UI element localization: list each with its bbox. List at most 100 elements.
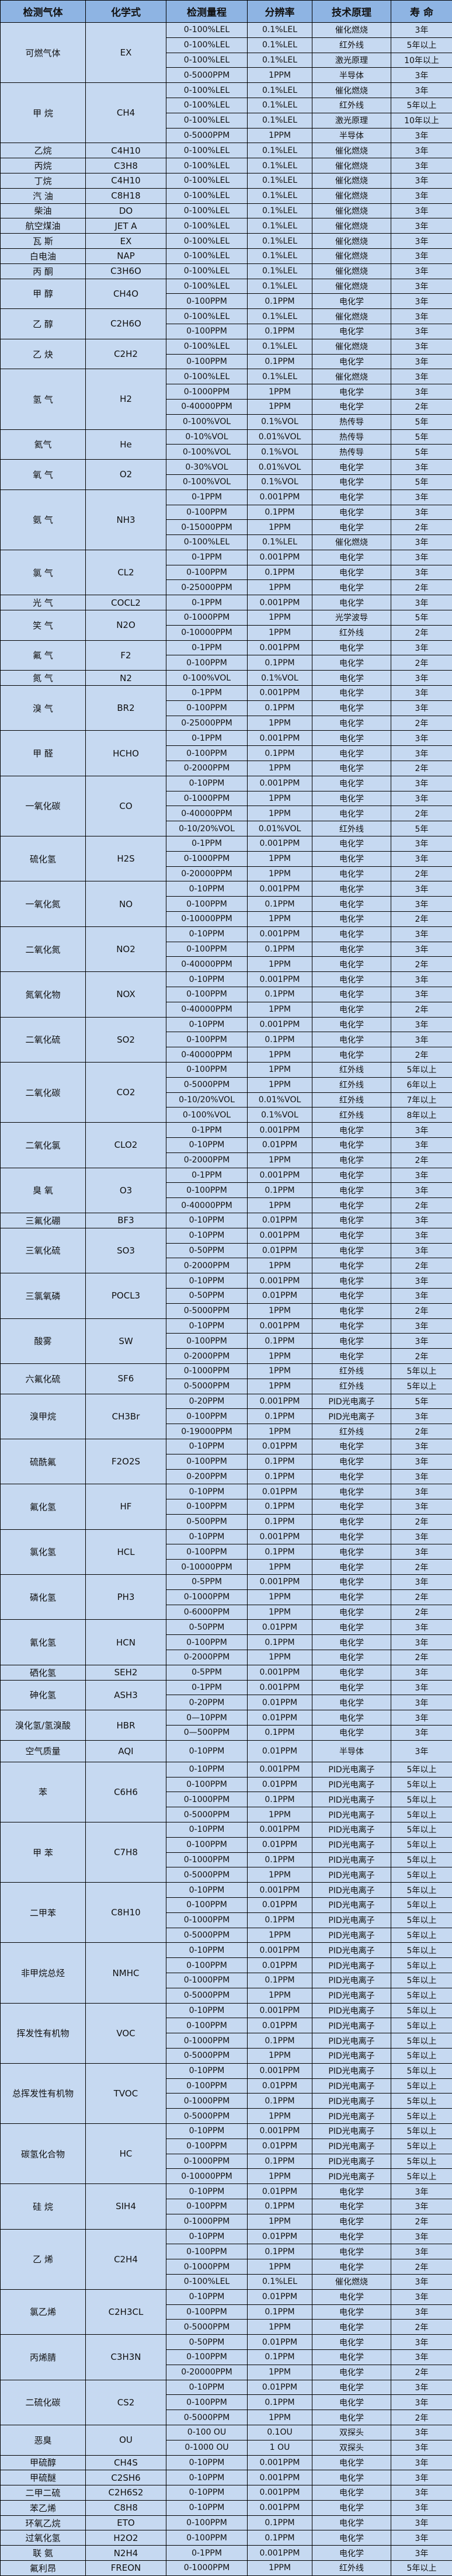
lifespan-cell: 2年 [391,1589,452,1605]
principle-cell: 电化学 [312,640,391,655]
lifespan-cell: 7年以上 [391,1092,452,1108]
formula-cell: F2 [86,640,166,671]
lifespan-cell: 5年以上 [391,2561,452,2576]
lifespan-cell: 3年 [391,68,452,83]
gas-name-cell: 氨 气 [1,489,86,550]
principle-cell: 电化学 [312,1349,391,1364]
resolution-cell: 1PPM [248,912,312,927]
principle-cell: 激光原理 [312,113,391,128]
principle-cell: 电化学 [312,791,391,806]
resolution-cell: 0.1PPM [248,2244,312,2259]
principle-cell: 电化学 [312,776,391,791]
principle-cell: 催化燃烧 [312,83,391,98]
lifespan-cell: 3年 [391,1439,452,1454]
lifespan-cell: 5年以上 [391,1867,452,1883]
lifespan-cell: 3年 [391,2425,452,2440]
formula-cell: C8H8 [86,2500,166,2515]
principle-cell: 电化学 [312,1017,391,1032]
lifespan-cell: 3年 [391,203,452,218]
resolution-cell: 1PPM [248,1198,312,1213]
range-cell: 0-10PPM [166,1762,248,1777]
range-cell: 0-10PPM [166,2380,248,2395]
resolution-cell: 0.1%LEL [248,203,312,218]
range-cell: 0-100PPM [166,700,248,716]
lifespan-cell: 5年以上 [391,1958,452,1973]
principle-cell: PID光电离子 [312,1988,391,2003]
range-cell: 0-10PPM [166,1213,248,1228]
range-cell: 0-100PPM [166,897,248,912]
formula-cell: BR2 [86,686,166,731]
range-cell: 0-100PPM [166,2078,248,2094]
lifespan-cell: 2年 [391,399,452,414]
principle-cell: 电化学 [312,324,391,339]
resolution-cell: 1PPM [248,580,312,595]
principle-cell: 激光原理 [312,53,391,68]
gas-name-cell: 笑 气 [1,610,86,641]
gas-name-cell: 甲 烷 [1,83,86,143]
resolution-cell: 1PPM [248,1303,312,1318]
lifespan-cell: 2年 [391,1514,452,1529]
principle-cell: 电化学 [312,2515,391,2530]
principle-cell: 催化燃烧 [312,143,391,158]
range-cell: 0-40000PPM [166,1047,248,1063]
lifespan-cell: 5年 [391,610,452,626]
resolution-cell: 0.1PPM [248,1792,312,1807]
formula-cell: CS2 [86,2380,166,2425]
resolution-cell: 0.1%VOL [248,445,312,460]
range-cell: 0-100PPM [166,1837,248,1852]
lifespan-cell: 2年 [391,1303,452,1318]
lifespan-cell: 3年 [391,2440,452,2455]
principle-cell: 红外线 [312,625,391,640]
principle-cell: PID光电离子 [312,1409,391,1424]
lifespan-cell: 3年 [391,218,452,234]
gas-name-cell: 甲硫醇 [1,2455,86,2470]
formula-cell: C8H10 [86,1883,166,1943]
resolution-cell: 1PPM [248,1988,312,2003]
gas-name-cell: 环氧乙烷 [1,2515,86,2530]
range-cell: 0-1PPM [166,489,248,505]
lifespan-cell: 2年 [391,866,452,881]
range-cell: 0-100PPM [166,2515,248,2530]
resolution-cell: 1PPM [248,384,312,400]
principle-cell: PID光电离子 [312,2063,391,2078]
principle-cell: 电化学 [312,655,391,671]
formula-cell: ETO [86,2515,166,2530]
range-cell: 0-1000PPM [166,2214,248,2229]
principle-cell: PID光电离子 [312,2138,391,2154]
principle-cell: PID光电离子 [312,1792,391,1807]
range-cell: 0-100PPM [166,2199,248,2214]
gas-name-cell: 三氧化硫 [1,1228,86,1273]
range-cell: 0-10PPM [166,2289,248,2304]
principle-cell: 半导体 [312,68,391,83]
formula-cell: TVOC [86,2063,166,2123]
gas-name-cell: 过氧化氢 [1,2530,86,2546]
range-cell: 0-1000PPM [166,2033,248,2049]
resolution-cell: 0.1PPM [248,2515,312,2530]
range-cell: 0-100%LEL [166,203,248,218]
range-cell: 0-100%LEL [166,143,248,158]
principle-cell: 催化燃烧 [312,248,391,263]
lifespan-cell: 3年 [391,1213,452,1228]
range-cell: 0-1000PPM [166,791,248,806]
lifespan-cell: 10年以上 [391,113,452,128]
range-cell: 0-100PPM [166,2349,248,2365]
resolution-cell: 0.01PPM [248,2335,312,2350]
resolution-cell: 0.001PPM [248,1168,312,1183]
range-cell: 0-10PPM [166,2500,248,2515]
formula-cell: CH4 [86,83,166,143]
gas-name-cell: 可燃气体 [1,23,86,83]
principle-cell: PID光电离子 [312,2154,391,2169]
principle-cell: 热传导 [312,445,391,460]
resolution-cell: 0.1OU [248,2425,312,2440]
range-cell: 0-10PPM [166,2485,248,2501]
range-cell: 0-5000PPM [166,2048,248,2063]
lifespan-cell: 5年以上 [391,2018,452,2033]
